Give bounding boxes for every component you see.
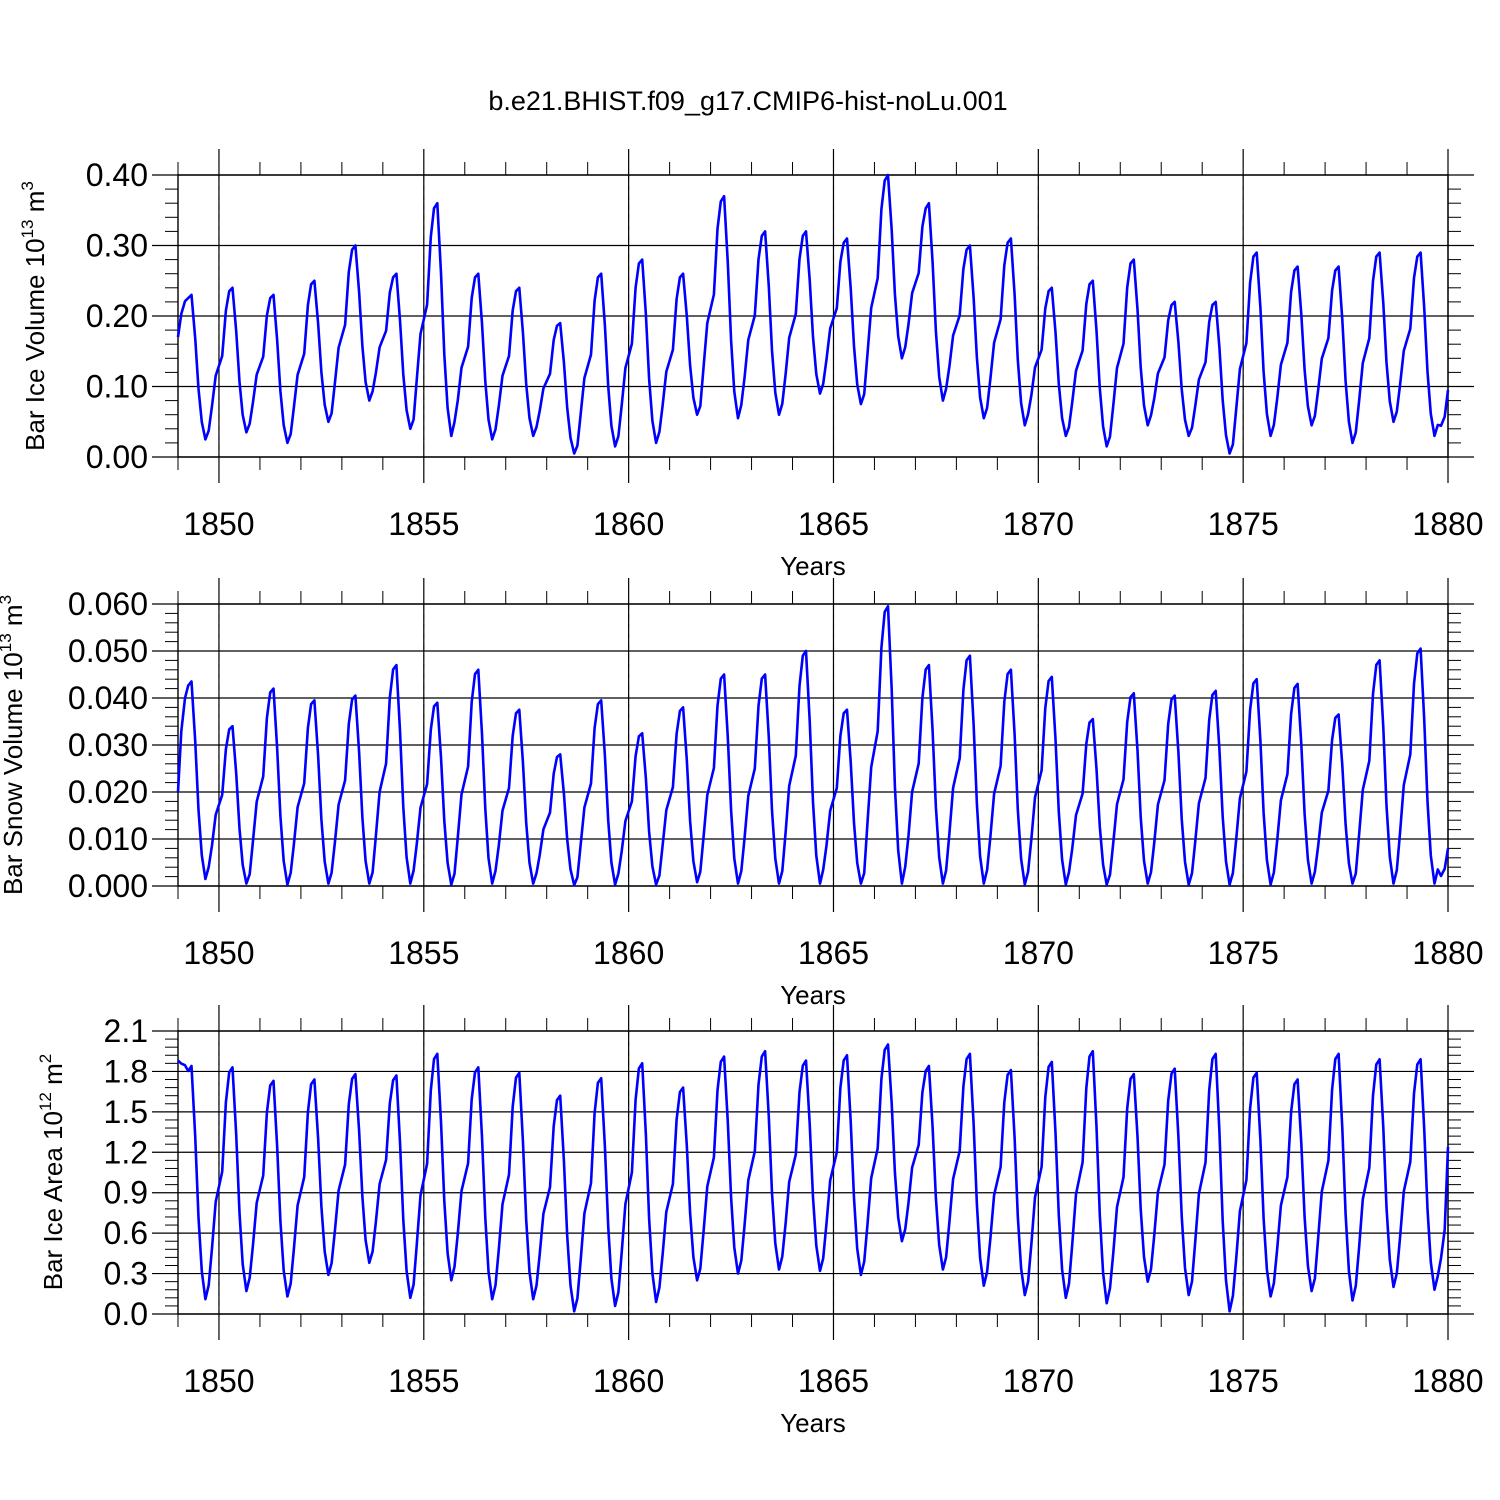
- x-tick-label: 1865: [798, 506, 869, 542]
- x-tick-label: 1875: [1208, 1363, 1279, 1399]
- ice-volume-line: [176, 173, 1450, 455]
- y-tick-label: 1.2: [104, 1134, 148, 1170]
- y-tick-label: 1.5: [104, 1094, 148, 1130]
- y-tick-label: 0.30: [86, 228, 148, 264]
- y-axis-label: Bar Snow Volume 1013 m3: [0, 595, 28, 895]
- y-axis: 0.000 0.010 0.020 0.030 0.040 0.050 0.060: [68, 586, 1474, 904]
- y-tick-label: 0.000: [68, 868, 148, 904]
- x-tick-label: 1880: [1412, 1363, 1483, 1399]
- x-tick-label: 1870: [1003, 935, 1074, 971]
- x-tick-label: 1860: [593, 506, 664, 542]
- y-tick-label: 0.0: [104, 1296, 148, 1332]
- y-tick-label: 0.9: [104, 1175, 148, 1211]
- x-tick-label: 1870: [1003, 506, 1074, 542]
- x-tick-label: 1865: [798, 1363, 869, 1399]
- minor-ticks: [165, 162, 1461, 470]
- panel-snow-volume: 0.000 0.010 0.020 0.030 0.040 0.050 0.060 1850…: [0, 578, 1484, 1010]
- y-tick-label: 0.3: [104, 1256, 148, 1292]
- y-tick-label: 2.1: [104, 1013, 148, 1049]
- x-tick-label: 1850: [183, 506, 254, 542]
- x-tick-label: 1860: [593, 1363, 664, 1399]
- y-tick-label: 0.020: [68, 774, 148, 810]
- x-tick-label: 1870: [1003, 1363, 1074, 1399]
- y-tick-label: 1.8: [104, 1053, 148, 1089]
- y-axis-label: Bar Ice Volume 1013 m3: [18, 181, 50, 451]
- y-tick-label: 0.20: [86, 298, 148, 334]
- x-tick-label: 1850: [183, 1363, 254, 1399]
- x-tick-label: 1875: [1208, 935, 1279, 971]
- x-tick-label: 1860: [593, 935, 664, 971]
- x-tick-label: 1855: [388, 1363, 459, 1399]
- panel-ice-area: 0.0 0.3 0.6 0.9 1.2 1.5 1.8 2.1 1850 1855 1860 186…: [36, 1005, 1484, 1438]
- minor-ticks: [165, 591, 1461, 899]
- snow-volume-line: [176, 605, 1450, 887]
- y-axis: 0.0 0.3 0.6 0.9 1.2 1.5 1.8 2.1: [104, 1013, 1474, 1332]
- x-axis-label: Years: [780, 980, 846, 1010]
- x-tick-label: 1855: [388, 506, 459, 542]
- x-axis-label: Years: [780, 1408, 846, 1438]
- x-tick-label: 1880: [1412, 506, 1483, 542]
- y-axis: 0.00 0.10 0.20 0.30 0.40: [86, 157, 1474, 475]
- x-axis: 1850 1855 1860 1865 1870 1875 1880: [183, 1005, 1484, 1399]
- panel-ice-volume: 0.00 0.10 0.20 0.30 0.40 1850 1855 1860 1865 187…: [18, 149, 1484, 581]
- figure-title: b.e21.BHIST.f09_g17.CMIP6-hist-noLu.001: [488, 86, 1007, 116]
- x-tick-label: 1855: [388, 935, 459, 971]
- y-tick-label: 0.060: [68, 586, 148, 622]
- y-tick-label: 0.050: [68, 633, 148, 669]
- y-tick-label: 0.6: [104, 1215, 148, 1251]
- x-axis-label: Years: [780, 551, 846, 581]
- y-tick-label: 0.10: [86, 369, 148, 405]
- x-tick-label: 1865: [798, 935, 869, 971]
- x-axis: 1850 1855 1860 1865 1870 1875 1880: [183, 149, 1484, 542]
- x-axis: 1850 1855 1860 1865 1870 1875 1880: [183, 578, 1484, 971]
- y-tick-label: 0.010: [68, 821, 148, 857]
- y-axis-label: Bar Ice Area 1012 m2: [36, 1054, 68, 1291]
- y-tick-label: 0.00: [86, 439, 148, 475]
- minor-ticks: [165, 1018, 1461, 1327]
- y-tick-label: 0.040: [68, 680, 148, 716]
- x-tick-label: 1880: [1412, 935, 1483, 971]
- y-tick-label: 0.030: [68, 727, 148, 763]
- x-tick-label: 1875: [1208, 506, 1279, 542]
- x-tick-label: 1850: [183, 935, 254, 971]
- ice-area-line: [177, 1043, 1450, 1313]
- y-tick-label: 0.40: [86, 157, 148, 193]
